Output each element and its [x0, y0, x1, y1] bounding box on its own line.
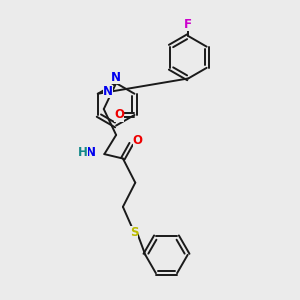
Text: N: N	[85, 146, 95, 159]
Text: O: O	[114, 109, 124, 122]
Text: F: F	[184, 18, 192, 31]
Text: N: N	[103, 85, 113, 98]
Text: H: H	[78, 146, 88, 159]
Text: S: S	[130, 226, 138, 239]
Text: N: N	[110, 71, 121, 84]
Text: O: O	[133, 134, 142, 147]
